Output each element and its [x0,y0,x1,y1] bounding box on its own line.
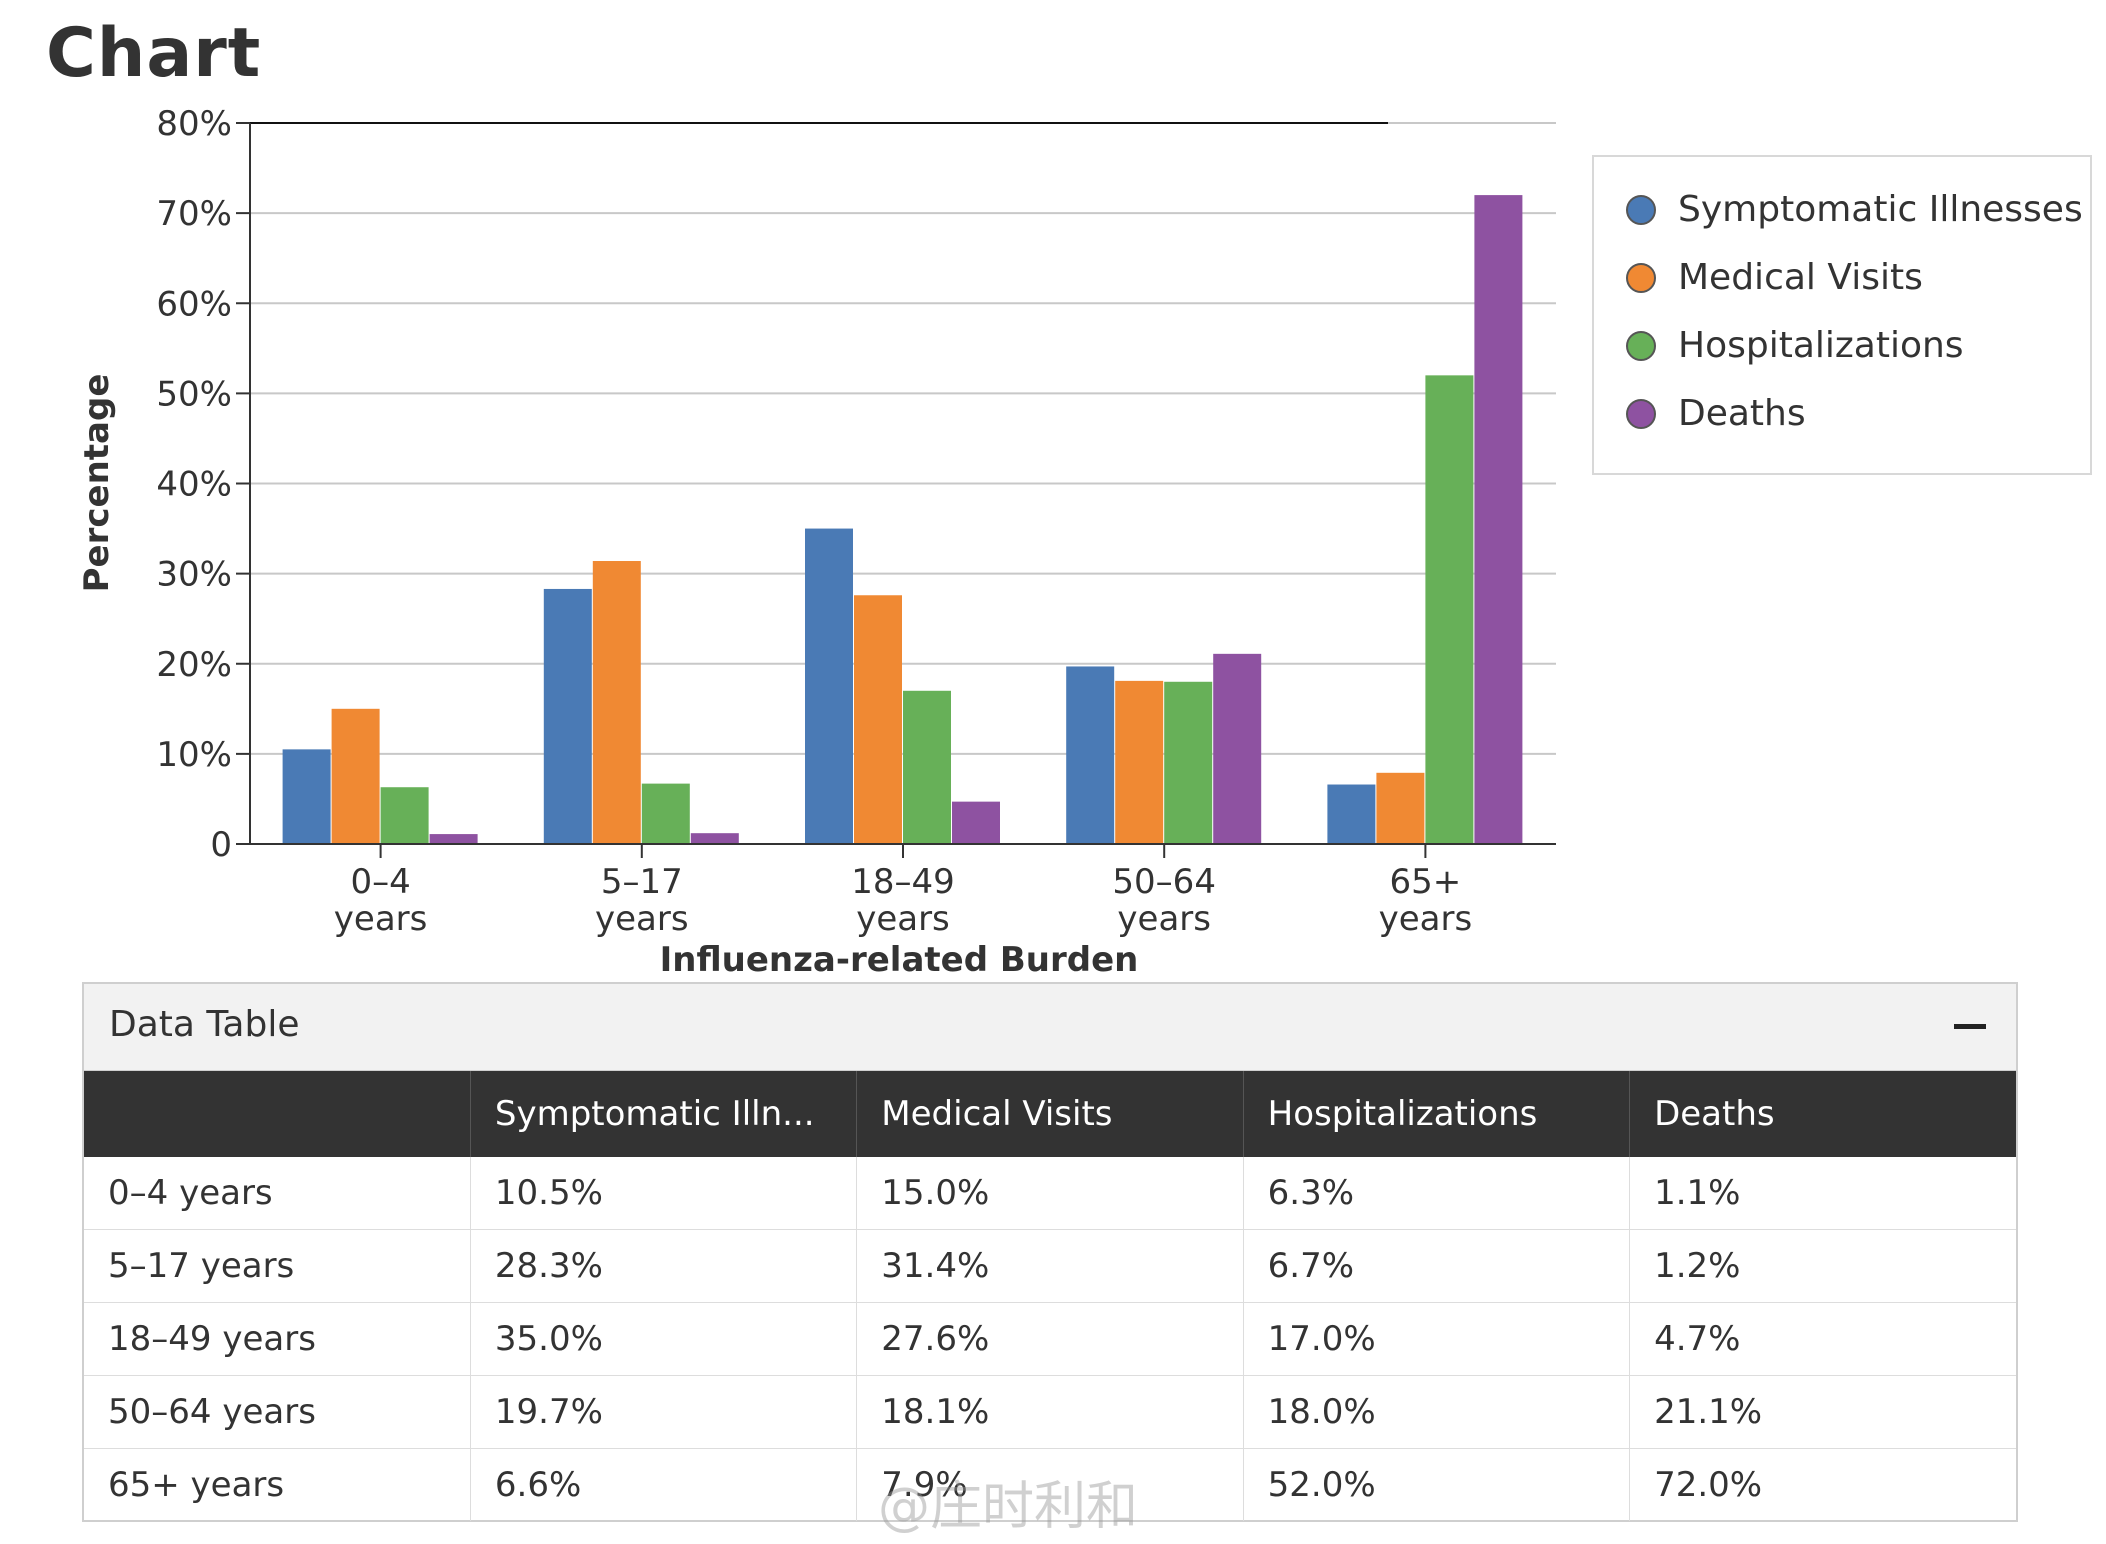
data-table: Symptomatic Illn... Medical Visits Hospi… [84,1071,2016,1521]
table-cell: 31.4% [856,1229,1244,1303]
table-header-row: Symptomatic Illn... Medical Visits Hospi… [84,1071,2016,1157]
data-table-title: Data Table [109,1004,300,1045]
y-tick-label: 30% [156,555,232,595]
legend-item-medical-visits[interactable]: Medical Visits [1626,257,1923,298]
bar-chart: 010%20%30%40%50%60%70%80%0–4years5–17yea… [77,104,1556,980]
bar-symptomatic-illnesses [1327,784,1376,844]
bar-hospitalizations [380,787,429,844]
table-cell: 6.6% [470,1448,858,1521]
legend-swatch-medical [1626,262,1656,293]
bar-symptomatic-illnesses [1066,666,1115,844]
x-tick-label: 18–49 [851,862,955,902]
table-row: 18–49 years 35.0% 27.6% 17.0% 4.7% [84,1302,2016,1376]
column-header[interactable]: Hospitalizations [1243,1071,1631,1157]
y-tick-label: 50% [156,374,232,414]
table-cell: 18.1% [856,1375,1244,1449]
x-tick-label: 50–64 [1112,862,1216,902]
table-cell: 1.1% [1629,1157,2016,1230]
x-axis-title: Influenza-related Burden [660,940,1139,980]
y-tick-label: 40% [156,465,232,505]
bar-symptomatic-illnesses [543,588,592,844]
table-cell: 18.0% [1243,1375,1631,1449]
y-tick-label: 70% [156,194,232,234]
table-cell: 65+ years [84,1448,471,1521]
legend-swatch-hospital [1626,330,1656,361]
y-tick-label: 60% [156,284,232,324]
bar-deaths [1213,653,1262,844]
bar-hospitalizations [1164,681,1213,844]
table-cell: 7.9% [856,1448,1244,1521]
column-header[interactable]: Deaths [1629,1071,2016,1157]
bar-symptomatic-illnesses [282,749,331,844]
y-tick-label: 0 [210,825,232,865]
table-row: 65+ years 6.6% 7.9% 52.0% 72.0% [84,1448,2016,1521]
y-axis-title: Percentage [77,374,117,593]
bar-medical-visits [331,708,380,844]
y-tick-label: 10% [156,735,232,775]
bar-hospitalizations [903,690,951,844]
x-tick-label: years [1379,899,1473,939]
table-row: 50–64 years 19.7% 18.1% 18.0% 21.1% [84,1375,2016,1449]
bar-hospitalizations [1425,375,1474,844]
table-cell: 35.0% [470,1302,858,1376]
table-cell: 18–49 years [84,1302,471,1376]
table-cell: 5–17 years [84,1229,471,1303]
table-cell: 28.3% [470,1229,858,1303]
x-tick-label: years [1117,899,1211,939]
legend-item-symptomatic-illnesses[interactable]: Symptomatic Illnesses [1626,189,2083,230]
table-cell: 1.2% [1629,1229,2016,1303]
bar-deaths [952,801,1000,844]
y-tick-label: 80% [156,104,232,144]
data-table-panel: Data Table Symptomatic Illn... Medical V… [82,982,2018,1522]
table-row: 5–17 years 28.3% 31.4% 6.7% 1.2% [84,1229,2016,1303]
bar-hospitalizations [641,783,690,844]
bar-deaths [1474,195,1523,845]
x-tick-label: 5–17 [601,862,683,902]
chart-legend: Symptomatic Illnesses Medical Visits Hos… [1592,155,2092,475]
bar-medical-visits [854,595,902,844]
x-tick-label: 65+ [1390,862,1462,902]
x-tick-label: years [334,899,428,939]
table-row: 0–4 years 10.5% 15.0% 6.3% 1.1% [84,1157,2016,1230]
legend-label: Deaths [1678,393,1806,434]
legend-label: Symptomatic Illnesses [1678,189,2083,230]
collapse-minus-icon[interactable] [1952,1008,1988,1044]
x-tick-label: 0–4 [350,862,410,902]
legend-swatch-deaths [1626,398,1656,429]
data-table-header-bar: Data Table [84,984,2016,1071]
table-cell: 0–4 years [84,1157,471,1230]
bar-symptomatic-illnesses [805,528,853,844]
table-cell: 4.7% [1629,1302,2016,1376]
table-cell: 10.5% [470,1157,858,1230]
page-title: Chart [46,14,262,93]
bar-deaths [429,834,478,844]
table-cell: 21.1% [1629,1375,2016,1449]
table-cell: 17.0% [1243,1302,1631,1376]
table-cell: 27.6% [856,1302,1244,1376]
legend-label: Hospitalizations [1678,325,1964,366]
legend-swatch-symptomatic [1626,194,1656,225]
bar-medical-visits [592,561,641,844]
x-tick-label: years [856,899,950,939]
table-cell: 50–64 years [84,1375,471,1449]
legend-item-deaths[interactable]: Deaths [1626,393,1806,434]
table-cell: 52.0% [1243,1448,1631,1521]
bar-medical-visits [1115,680,1164,844]
table-cell: 19.7% [470,1375,858,1449]
column-header[interactable]: Medical Visits [856,1071,1244,1157]
x-tick-label: years [595,899,689,939]
column-header[interactable] [84,1071,471,1157]
column-header[interactable]: Symptomatic Illn... [470,1071,858,1157]
table-cell: 15.0% [856,1157,1244,1230]
legend-item-hospitalizations[interactable]: Hospitalizations [1626,325,1964,366]
table-cell: 72.0% [1654,1465,1763,1505]
table-cell: 6.7% [1243,1229,1631,1303]
bar-deaths [690,833,739,844]
y-tick-label: 20% [156,645,232,685]
legend-label: Medical Visits [1678,257,1923,298]
table-cell: 6.3% [1243,1157,1631,1230]
bar-medical-visits [1376,772,1425,844]
